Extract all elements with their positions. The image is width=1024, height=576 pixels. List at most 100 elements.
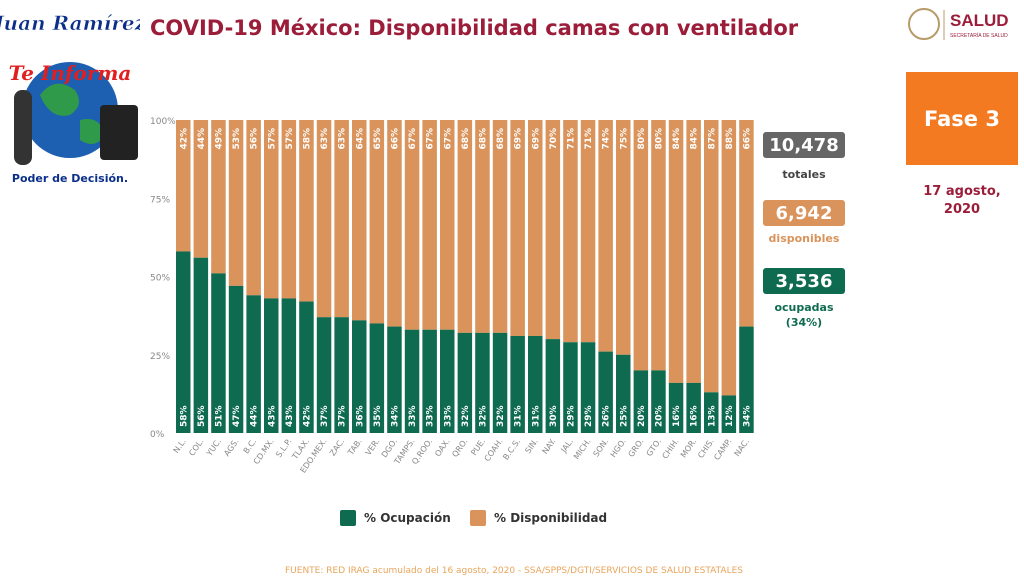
legend-occupied-label: % Ocupación: [364, 511, 451, 525]
bar-occupied: [616, 354, 631, 433]
bar-occupied: [686, 382, 701, 433]
label-occupied: 31%: [531, 405, 541, 427]
label-occupied: 13%: [707, 405, 717, 427]
label-occupied: 37%: [338, 405, 348, 427]
label-occupied: 32%: [478, 405, 488, 427]
bar-available: [721, 120, 737, 396]
label-available: 80%: [654, 128, 664, 150]
category-label: SIN.: [523, 437, 540, 455]
category-label: GRO.: [626, 437, 645, 459]
bar-occupied: [651, 370, 666, 433]
total-label: totales: [782, 168, 826, 181]
category-label: OAX.: [433, 437, 452, 458]
bar-available: [704, 120, 719, 393]
bar-occupied: [316, 317, 332, 433]
bar-available: [369, 120, 385, 324]
label-occupied: 51%: [214, 405, 224, 427]
bar-occupied: [369, 323, 385, 433]
label-occupied: 36%: [355, 405, 365, 427]
y-tick-label: 50%: [150, 274, 170, 284]
label-occupied: 20%: [637, 405, 647, 427]
category-label: NAY.: [541, 437, 558, 456]
category-label: B.C.S.: [501, 437, 522, 462]
phase-label: Fase 3: [924, 106, 1000, 131]
label-available: 68%: [461, 128, 471, 150]
occupied-pct: (34%): [785, 316, 823, 329]
bar-available: [176, 120, 191, 252]
category-label: AGS.: [222, 437, 240, 458]
bar-occupied: [387, 326, 402, 433]
y-tick-label: 25%: [150, 352, 170, 362]
label-available: 71%: [584, 128, 594, 150]
bar-available: [580, 120, 596, 343]
category-label: NAC.: [733, 437, 752, 458]
label-occupied: 25%: [619, 405, 629, 427]
label-available: 69%: [531, 128, 541, 150]
bar-occupied: [299, 301, 314, 433]
label-available: 71%: [566, 128, 576, 150]
label-occupied: 16%: [690, 405, 700, 427]
bar-occupied: [739, 326, 754, 433]
bar-occupied: [176, 251, 191, 433]
date-line1: 17 agosto,: [923, 184, 1001, 199]
bar-occupied: [352, 320, 367, 433]
bar-available: [228, 120, 244, 286]
bar-available: [616, 120, 631, 355]
label-occupied: 42%: [302, 405, 312, 427]
bar-available: [193, 120, 209, 258]
bar-available: [651, 120, 666, 371]
label-occupied: 29%: [584, 405, 594, 427]
category-label: B.C.: [242, 437, 259, 455]
legend-available: % Disponibilidad: [470, 510, 607, 526]
label-available: 68%: [496, 128, 506, 150]
seal-icon: [908, 8, 940, 40]
label-available: 57%: [285, 128, 295, 150]
label-available: 67%: [443, 128, 453, 150]
category-label: ZAC.: [328, 437, 346, 458]
label-available: 67%: [408, 128, 418, 150]
bar-available: [492, 120, 508, 333]
bar-available: [387, 120, 402, 327]
bar-available: [404, 120, 420, 330]
category-label: TAB.: [346, 437, 364, 458]
label-occupied: 58%: [179, 405, 189, 427]
bar-occupied: [633, 370, 649, 433]
bar-occupied: [668, 382, 684, 433]
bar-occupied: [440, 329, 455, 433]
label-available: 67%: [426, 128, 436, 150]
label-available: 65%: [373, 128, 383, 150]
label-available: 68%: [478, 128, 488, 150]
bar-occupied: [704, 392, 719, 433]
category-label: CHIH.: [660, 437, 680, 461]
bar-occupied: [721, 395, 737, 433]
label-available: 69%: [514, 128, 524, 150]
bar-occupied: [563, 342, 578, 433]
bar-occupied: [246, 295, 261, 433]
label-available: 75%: [619, 128, 629, 150]
label-occupied: 47%: [232, 405, 242, 427]
occupied-value: 3,536: [763, 268, 845, 294]
bar-available: [563, 120, 578, 343]
bar-available: [686, 120, 701, 383]
bar-available: [264, 120, 279, 299]
label-occupied: 33%: [426, 405, 436, 427]
label-available: 66%: [390, 128, 400, 150]
label-occupied: 43%: [285, 405, 295, 427]
svg-text:SALUD: SALUD: [950, 11, 1009, 30]
label-occupied: 31%: [514, 405, 524, 427]
logo-line2: Te Informa: [9, 61, 132, 85]
label-occupied: 56%: [197, 405, 207, 427]
label-occupied: 35%: [373, 405, 383, 427]
bar-available: [281, 120, 297, 299]
label-occupied: 32%: [461, 405, 471, 427]
label-available: 44%: [197, 128, 207, 150]
label-occupied: 30%: [549, 405, 559, 427]
label-available: 80%: [637, 128, 647, 150]
label-occupied: 43%: [267, 405, 277, 427]
label-occupied: 33%: [443, 405, 453, 427]
bar-occupied: [475, 332, 490, 433]
juan-ramirez-logo: Juan Ramírez Te Informa Poder de Decisió…: [0, 0, 147, 190]
label-occupied: 34%: [742, 405, 752, 427]
bar-available: [211, 120, 226, 274]
